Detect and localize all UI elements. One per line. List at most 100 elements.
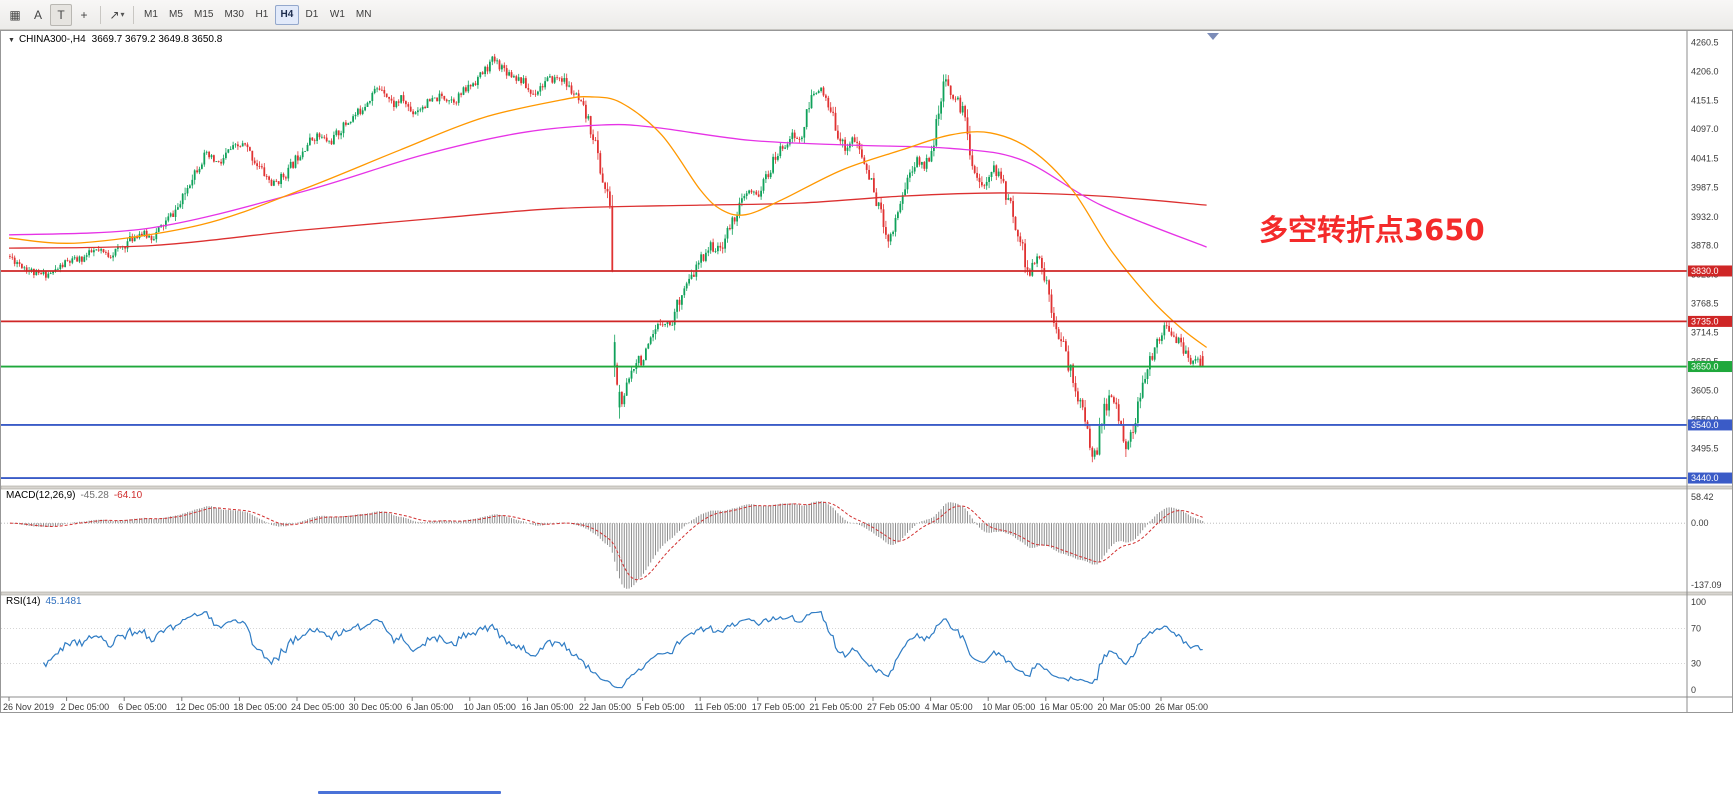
macd-signal-line <box>9 501 1203 581</box>
svg-text:4 Mar 05:00: 4 Mar 05:00 <box>925 702 973 712</box>
svg-text:4097.0: 4097.0 <box>1691 124 1719 134</box>
svg-text:3714.5: 3714.5 <box>1691 327 1719 337</box>
timeframe-w1-button[interactable]: W1 <box>325 5 350 25</box>
crosshair-tool-icon: + <box>80 7 88 22</box>
macd-value-signal: -64.10 <box>113 490 143 501</box>
svg-text:0.00: 0.00 <box>1691 518 1709 528</box>
svg-text:3878.0: 3878.0 <box>1691 240 1719 250</box>
svg-text:10 Jan 05:00: 10 Jan 05:00 <box>464 702 516 712</box>
svg-text:20 Mar 05:00: 20 Mar 05:00 <box>1097 702 1150 712</box>
chart-canvas[interactable]: 4260.5 4206.0 4151.5 4097.0 4041.5 3987.5 3932… <box>1 31 1733 713</box>
price-tag-text: 3830.0 <box>1691 266 1719 276</box>
shapes-dropdown-button[interactable]: ↗ ▾ <box>106 4 128 26</box>
dropdown-caret-icon: ▾ <box>120 10 125 19</box>
macd-histogram <box>11 501 1204 589</box>
price-tag-3830.0 <box>1688 265 1732 277</box>
svg-text:26 Nov 2019: 26 Nov 2019 <box>3 702 54 712</box>
ohlc-readout: 3669.7 3679.2 3649.8 3650.8 <box>91 34 223 45</box>
timeframe-m15-button[interactable]: M15 <box>189 5 218 25</box>
rsi-value: 45.1481 <box>45 596 82 607</box>
horizontal-scrollbar-thumb[interactable] <box>318 791 501 794</box>
svg-text:3932.0: 3932.0 <box>1691 212 1719 222</box>
price-tag-3650.0 <box>1688 361 1732 373</box>
candles-layer <box>9 53 1204 463</box>
timeframe-h4-button[interactable]: H4 <box>274 4 299 25</box>
pane-separator[interactable] <box>1 591 1733 596</box>
svg-text:6 Dec 05:00: 6 Dec 05:00 <box>118 702 167 712</box>
macd-label: MACD(12,26,9) -45.28 -64.10 <box>6 490 142 501</box>
price-tag-3440.0 <box>1688 472 1732 484</box>
price-tag-text: 3650.0 <box>1691 362 1719 372</box>
svg-text:24 Dec 05:00: 24 Dec 05:00 <box>291 702 345 712</box>
svg-text:3605.0: 3605.0 <box>1691 385 1719 395</box>
svg-text:3768.5: 3768.5 <box>1691 299 1719 309</box>
svg-text:58.42: 58.42 <box>1691 492 1714 502</box>
svg-text:26 Mar 05:00: 26 Mar 05:00 <box>1155 702 1208 712</box>
type-tool-button[interactable]: T <box>50 3 72 26</box>
price-tag-text: 3540.0 <box>1691 420 1719 430</box>
timeframe-mn-button[interactable]: MN <box>351 5 377 25</box>
svg-text:3495.5: 3495.5 <box>1691 444 1719 454</box>
type-tool-icon: T <box>57 7 65 22</box>
svg-text:18 Dec 05:00: 18 Dec 05:00 <box>233 702 287 712</box>
symbol-timeframe-label: CHINA300-,H4 <box>18 34 86 45</box>
svg-text:27 Feb 05:00: 27 Feb 05:00 <box>867 702 920 712</box>
svg-text:21 Feb 05:00: 21 Feb 05:00 <box>809 702 862 712</box>
pane-separator[interactable] <box>1 485 1733 490</box>
price-tag-text: 3440.0 <box>1691 473 1719 483</box>
annotation-text[interactable]: 多空转折点3650 <box>1259 213 1485 247</box>
crosshair-tool-button[interactable]: + <box>73 4 95 26</box>
chart-grid-button[interactable]: ▦ <box>4 4 26 26</box>
price-tag-3735.0 <box>1688 315 1732 327</box>
price-tag-3540.0 <box>1688 419 1732 431</box>
svg-text:16 Jan 05:00: 16 Jan 05:00 <box>521 702 573 712</box>
svg-text:100: 100 <box>1691 597 1706 607</box>
svg-text:17 Feb 05:00: 17 Feb 05:00 <box>752 702 805 712</box>
text-label-tool-icon: A <box>33 7 42 22</box>
svg-text:4206.0: 4206.0 <box>1691 66 1719 76</box>
svg-text:70: 70 <box>1691 623 1701 633</box>
one-click-trading-icon[interactable]: ▼ <box>8 37 15 44</box>
svg-text:2 Dec 05:00: 2 Dec 05:00 <box>61 702 110 712</box>
svg-text:4151.5: 4151.5 <box>1691 95 1719 105</box>
macd-value-main: -45.28 <box>80 490 109 501</box>
ma-fast-orange <box>8 95 1207 348</box>
chart-shift-marker-icon[interactable] <box>1207 33 1219 40</box>
svg-text:30 Dec 05:00: 30 Dec 05:00 <box>349 702 403 712</box>
svg-text:11 Feb 05:00: 11 Feb 05:00 <box>694 702 746 712</box>
timeframe-m5-button[interactable]: M5 <box>164 5 188 25</box>
chart-grid-icon: ▦ <box>9 7 21 22</box>
svg-text:4260.5: 4260.5 <box>1691 37 1719 47</box>
toolbar-separator <box>100 5 101 24</box>
svg-text:3987.5: 3987.5 <box>1691 182 1719 192</box>
timeframe-m1-button[interactable]: M1 <box>139 5 163 25</box>
rsi-label: RSI(14) 45.1481 <box>6 596 82 607</box>
shapes-dropdown-icon: ↗ <box>109 7 120 22</box>
workspace-background <box>0 713 1733 795</box>
macd-name: MACD(12,26,9) <box>6 490 76 501</box>
svg-text:4041.5: 4041.5 <box>1691 154 1719 164</box>
main-toolbar: ▦ A T + ↗ ▾ M1 M5 M15 M30 H1 H4 D1 W1 MN <box>0 0 1733 30</box>
svg-text:0: 0 <box>1691 685 1696 695</box>
timeframe-m30-button[interactable]: M30 <box>219 5 248 25</box>
svg-text:16 Mar 05:00: 16 Mar 05:00 <box>1040 702 1093 712</box>
svg-text:5 Feb 05:00: 5 Feb 05:00 <box>637 702 685 712</box>
ma-slow-red <box>8 192 1207 249</box>
toolbar-separator <box>133 5 134 24</box>
timeframe-h1-button[interactable]: H1 <box>250 5 274 25</box>
timeframe-d1-button[interactable]: D1 <box>300 5 324 25</box>
rsi-line <box>42 610 1203 689</box>
svg-text:22 Jan 05:00: 22 Jan 05:00 <box>579 702 631 712</box>
time-axis[interactable]: 26 Nov 2019 2 Dec 05:00 6 Dec 05:00 12 Dec … <box>3 697 1208 712</box>
svg-text:30: 30 <box>1691 659 1701 669</box>
text-label-tool-button[interactable]: A <box>27 4 49 26</box>
chart-window[interactable]: 4260.5 4206.0 4151.5 4097.0 4041.5 3987.5 3932… <box>0 30 1733 713</box>
svg-text:-137.09: -137.09 <box>1691 580 1722 590</box>
rsi-name: RSI(14) <box>6 596 41 607</box>
chart-title: ▼ CHINA300-,H4 3669.7 3679.2 3649.8 3650.8 <box>8 34 222 45</box>
price-tag-text: 3735.0 <box>1691 316 1719 326</box>
svg-text:6 Jan 05:00: 6 Jan 05:00 <box>406 702 453 712</box>
svg-text:12 Dec 05:00: 12 Dec 05:00 <box>176 702 230 712</box>
svg-text:10 Mar 05:00: 10 Mar 05:00 <box>982 702 1035 712</box>
ma-mid-magenta <box>8 123 1207 248</box>
